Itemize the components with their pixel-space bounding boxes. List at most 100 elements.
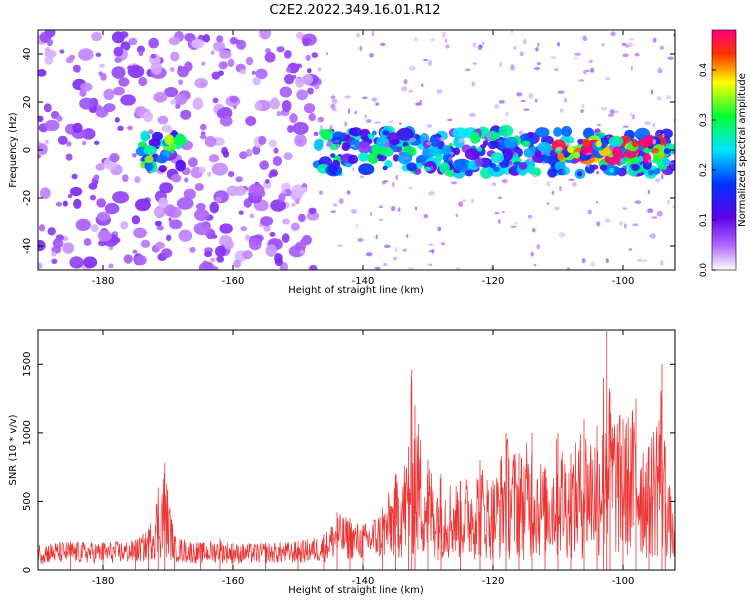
spectrogram-blob: [628, 248, 633, 251]
spectrogram-blob: [596, 221, 601, 227]
spectrogram-blob: [175, 103, 181, 109]
spectrogram-blob: [391, 139, 400, 145]
spectrogram-blob: [238, 210, 244, 215]
y-tick-label: -40: [22, 238, 33, 254]
spectrogram-blob: [426, 141, 432, 146]
spectrogram-y-label: Frequency (Hz): [8, 112, 19, 188]
spectrogram-blob: [169, 67, 175, 72]
spectrogram-blob: [428, 243, 434, 246]
spectrogram-blob: [57, 135, 68, 145]
spectrogram-blob: [38, 154, 42, 159]
spectrogram-blob: [135, 198, 151, 212]
spectrogram-blobs: [38, 30, 675, 270]
spectrogram-blob: [345, 130, 349, 136]
spectrogram-blob: [344, 95, 351, 99]
colorbar: 0.0 0.1 0.2 0.3 0.4 Normalized spectral ampl…: [699, 29, 748, 277]
spectrogram-blob: [430, 38, 436, 42]
spectrogram-blob: [200, 131, 206, 137]
spectrogram-blob: [435, 153, 444, 162]
spectrogram-blob: [652, 148, 659, 154]
spectrogram-blob: [554, 206, 560, 211]
spectrogram-blob: [317, 119, 321, 123]
spectrogram-blob: [134, 255, 147, 266]
x-tick-label: -120: [482, 576, 505, 587]
spectrogram-blob: [91, 31, 102, 42]
spectrogram-blob: [383, 180, 389, 183]
spectrogram-blob: [239, 151, 248, 160]
spectrogram-blob: [289, 113, 298, 124]
spectrogram-blob: [435, 137, 441, 140]
spectrogram-blob: [52, 238, 64, 249]
spectrogram-blob: [572, 182, 577, 187]
spectrogram-blob: [464, 170, 473, 177]
spectrogram-blob: [351, 208, 357, 214]
spectrogram-blob: [452, 127, 469, 140]
spectrogram-blob: [306, 211, 320, 221]
spectrogram-blob: [317, 67, 322, 72]
spectrogram-blob: [51, 258, 58, 264]
spectrogram-blob: [229, 95, 239, 104]
spectrogram-blob: [265, 179, 270, 184]
spectrogram-blob: [497, 140, 502, 143]
spectrogram-blob: [437, 226, 442, 232]
spectrogram-panel: -180 -160 -140 -120 -100 -40 -20 0 20 40 Height …: [8, 29, 676, 296]
spectrogram-blob: [653, 168, 661, 175]
spectrogram-blob: [81, 128, 96, 140]
spectrogram-blob: [39, 187, 51, 199]
spectrogram-blob: [654, 178, 661, 183]
spectrogram-blob: [301, 74, 314, 85]
spectrogram-blob: [587, 164, 590, 168]
spectrogram-blob: [516, 92, 523, 97]
spectrogram-blob: [574, 52, 581, 56]
spectrogram-blob: [518, 162, 528, 170]
spectrogram-blob: [421, 83, 424, 87]
spectrogram-blob: [510, 225, 517, 228]
spectrogram-blob: [630, 112, 633, 116]
spectrogram-blob: [367, 133, 375, 141]
spectrogram-blob: [180, 109, 192, 120]
spectrogram-blob: [527, 165, 535, 174]
spectrogram-blob: [210, 257, 216, 263]
spectrogram-blob: [622, 53, 629, 58]
spectrogram-blob: [348, 108, 351, 115]
spectrogram-blob: [351, 144, 356, 148]
spectrogram-blob: [632, 141, 639, 148]
spectrogram-blob: [472, 42, 477, 48]
spectrogram-blob: [278, 193, 286, 202]
spectrogram-blob: [272, 156, 283, 166]
spectrogram-blob: [95, 163, 105, 171]
spectrogram-blob: [249, 213, 255, 219]
spectrogram-blob: [469, 131, 480, 144]
spectrogram-blob: [123, 254, 133, 264]
spectrogram-blob: [287, 125, 294, 133]
spectrogram-blob: [245, 56, 254, 66]
y-tick-label: 40: [22, 48, 33, 61]
spectrogram-blob: [227, 58, 235, 68]
spectrogram-blob: [390, 205, 396, 212]
spectrogram-blob: [166, 234, 172, 241]
spectrogram-blob: [178, 229, 193, 242]
spectrogram-blob: [189, 246, 196, 253]
spectrogram-blob: [300, 238, 306, 245]
figure-title: C2E2.2022.349.16.01.R12: [269, 3, 440, 18]
spectrogram-blob: [627, 172, 631, 176]
spectrogram-blob: [501, 179, 508, 184]
spectrogram-blob: [143, 111, 154, 123]
spectrogram-blob: [658, 164, 664, 170]
spectrogram-blob: [144, 155, 154, 164]
x-tick-label: -100: [612, 576, 635, 587]
spectrogram-blob: [668, 162, 674, 165]
spectrogram-blob: [332, 203, 338, 207]
spectrogram-blob: [143, 145, 157, 156]
spectrogram-blob: [198, 166, 206, 174]
spectrogram-blob: [514, 221, 518, 225]
spectrogram-blob: [550, 56, 557, 59]
x-tick-label: -100: [612, 276, 635, 287]
spectrogram-blob: [155, 154, 168, 164]
spectrogram-blob: [83, 256, 98, 269]
spectrogram-blob: [666, 95, 672, 100]
spectrogram-blob: [55, 201, 63, 207]
spectrogram-blob: [557, 152, 565, 161]
spectrogram-blob: [647, 169, 654, 176]
